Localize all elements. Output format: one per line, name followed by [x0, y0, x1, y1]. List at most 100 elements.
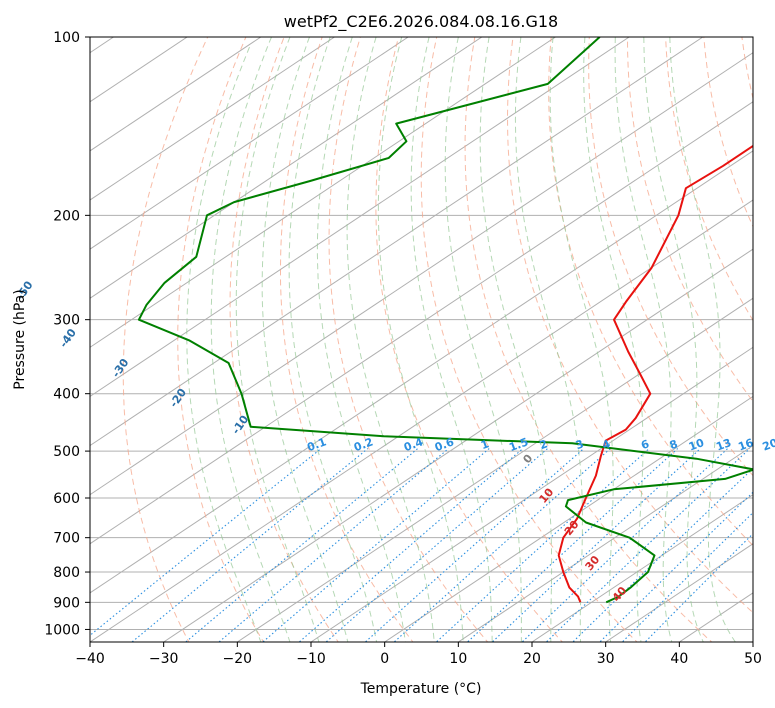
moist-adiabat-line	[316, 37, 406, 642]
dry-adiabat-line	[328, 37, 489, 642]
mixing-ratio-line	[184, 448, 419, 642]
y-tick-label: 900	[53, 595, 80, 611]
moist-adiabat-line	[288, 37, 378, 642]
dry-adiabat-line	[741, 37, 753, 101]
mixing-ratio-label: 10	[687, 436, 706, 454]
isotherm-line	[90, 37, 409, 250]
dry-adiabat-line	[229, 37, 339, 642]
dry-adiabat-line	[122, 37, 209, 642]
dry-adiabat-line	[506, 37, 753, 614]
dry-adiabat-line	[665, 37, 753, 322]
x-axis-title: Temperature (°C)	[360, 681, 482, 697]
moist-adiabat-line	[346, 37, 435, 642]
isotherm-line	[90, 199, 753, 642]
dry-adiabat-line	[464, 37, 713, 642]
mixing-ratio-line	[572, 467, 753, 642]
mixing-ratio-label: 6	[639, 437, 651, 452]
mixing-ratio-line	[521, 448, 729, 642]
isotherm-line	[384, 395, 753, 642]
moist-adiabat-line	[514, 37, 583, 642]
dry-adiabat-line	[420, 37, 638, 642]
y-tick-label: 500	[53, 444, 80, 460]
moist-adiabat-line	[186, 46, 262, 642]
moist-adiabat-line	[669, 37, 736, 642]
isotherm-line	[310, 346, 753, 642]
mixing-ratio-line	[364, 448, 585, 642]
isotherm-line	[90, 37, 188, 103]
x-tick-label: 40	[670, 651, 688, 667]
isotherm-line	[90, 37, 483, 299]
dry-adiabat-line	[588, 37, 753, 477]
mixing-ratio-label: 20	[761, 436, 775, 454]
temperature-profile-line	[557, 144, 753, 603]
mixing-ratio-line	[599, 491, 753, 642]
moist-adiabat-line	[479, 37, 553, 642]
y-tick-label: 200	[53, 208, 80, 224]
isotherm-line	[531, 494, 753, 642]
x-tick-label: 30	[597, 651, 615, 667]
moist-adiabat-label: 0	[521, 452, 536, 466]
x-tick-label: −40	[75, 651, 105, 667]
dry-adiabat-label: -30	[109, 356, 131, 380]
mixing-ratio-line	[298, 448, 524, 642]
x-tick-label: −10	[296, 651, 326, 667]
moist-adiabat-line	[643, 37, 704, 642]
isotherm-line	[237, 297, 753, 642]
moist-adiabat-line	[261, 37, 349, 642]
mixing-ratio-line	[466, 448, 679, 642]
isopleth-labels: 0.10.20.40.611.52346810131620253036-100-…	[14, 278, 775, 604]
profile-lines	[137, 37, 753, 604]
isotherm-line	[90, 37, 556, 348]
x-tick-label: 50	[744, 651, 762, 667]
mixing-ratio-line	[491, 448, 701, 642]
moist-adiabat-line	[210, 37, 291, 642]
y-axis-title: Pressure (hPa)	[12, 289, 28, 389]
moist-adiabat-line	[377, 37, 464, 642]
mixing-ratio-label: 16	[736, 436, 755, 454]
mixing-ratio-line	[621, 511, 753, 642]
y-tick-label: 300	[53, 313, 80, 329]
isotherm-line	[90, 52, 753, 496]
x-tick-label: 10	[449, 651, 467, 667]
mixing-ratio-line	[131, 448, 369, 642]
y-tick-label: 800	[53, 565, 80, 581]
dewpoint-profile-line	[137, 37, 753, 604]
mixing-ratio-line	[218, 448, 449, 642]
mixing-ratio-label: 3	[574, 437, 586, 452]
y-tick-label: 100	[53, 30, 80, 46]
isotherm-line	[458, 444, 753, 642]
mixing-ratio-line	[325, 448, 549, 642]
dry-adiabat-line	[280, 37, 414, 642]
mixing-ratio-line	[261, 448, 490, 642]
mixing-ratio-label: 4	[600, 437, 612, 452]
dry-adiabat-line	[375, 37, 563, 642]
isotherm-line	[90, 101, 753, 545]
mixing-ratio-label: 0.6	[433, 435, 456, 454]
mixing-ratio-label: 1	[479, 437, 491, 452]
moist-adiabat-label: 10	[536, 485, 556, 505]
mixing-ratio-label: 0.4	[402, 435, 425, 454]
moist-adiabat-line	[614, 37, 673, 642]
isotherm-line	[90, 37, 335, 201]
y-tick-label: 700	[53, 531, 80, 547]
moist-adiabat-label: 30	[583, 553, 603, 573]
y-tick-label: 1000	[44, 622, 80, 638]
isotherm-line	[679, 592, 753, 642]
moist-adiabat-label: 40	[610, 584, 630, 604]
moist-adiabat-line	[235, 37, 320, 642]
background-lines	[90, 37, 753, 642]
x-tick-label: 0	[380, 651, 389, 667]
plot-frame	[89, 36, 754, 643]
mixing-ratio-line	[435, 448, 650, 642]
mixing-ratio-label: 0.2	[352, 435, 375, 454]
y-tick-label: 600	[53, 491, 80, 507]
mixing-ratio-line	[644, 533, 753, 642]
mixing-ratio-label: 0.1	[305, 435, 328, 454]
dry-adiabat-label: -40	[57, 326, 79, 350]
moist-adiabat-line	[549, 37, 614, 642]
mixing-ratio-label: 2	[538, 437, 550, 452]
mixing-ratio-label: 1.5	[507, 435, 530, 454]
mixing-ratio-label: 13	[714, 436, 733, 453]
x-tick-label: −20	[223, 651, 253, 667]
